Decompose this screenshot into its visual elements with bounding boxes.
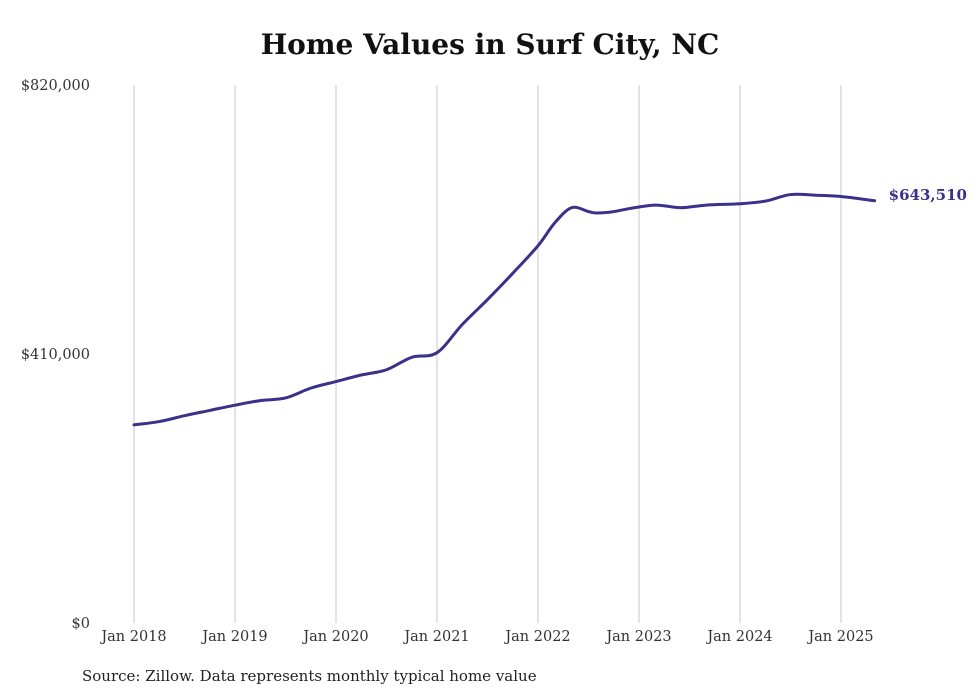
- x-tick-label: Jan 2023: [604, 629, 671, 645]
- y-tick-label: $0: [72, 616, 90, 632]
- x-tick-label: Jan 2018: [99, 629, 166, 645]
- y-tick-label: $410,000: [21, 347, 90, 363]
- x-tick-label: Jan 2021: [402, 629, 469, 645]
- chart-title: Home Values in Surf City, NC: [260, 28, 720, 61]
- x-tick-label: Jan 2025: [806, 629, 873, 645]
- y-tick-label: $820,000: [21, 78, 90, 94]
- x-tick-label: Jan 2019: [200, 629, 267, 645]
- end-value-label: $643,510: [889, 186, 967, 204]
- x-tick-label: Jan 2022: [503, 629, 570, 645]
- x-tick-label: Jan 2024: [705, 629, 772, 645]
- source-note: Source: Zillow. Data represents monthly …: [82, 667, 537, 685]
- series-line: [132, 192, 877, 427]
- x-tick-label: Jan 2020: [301, 629, 368, 645]
